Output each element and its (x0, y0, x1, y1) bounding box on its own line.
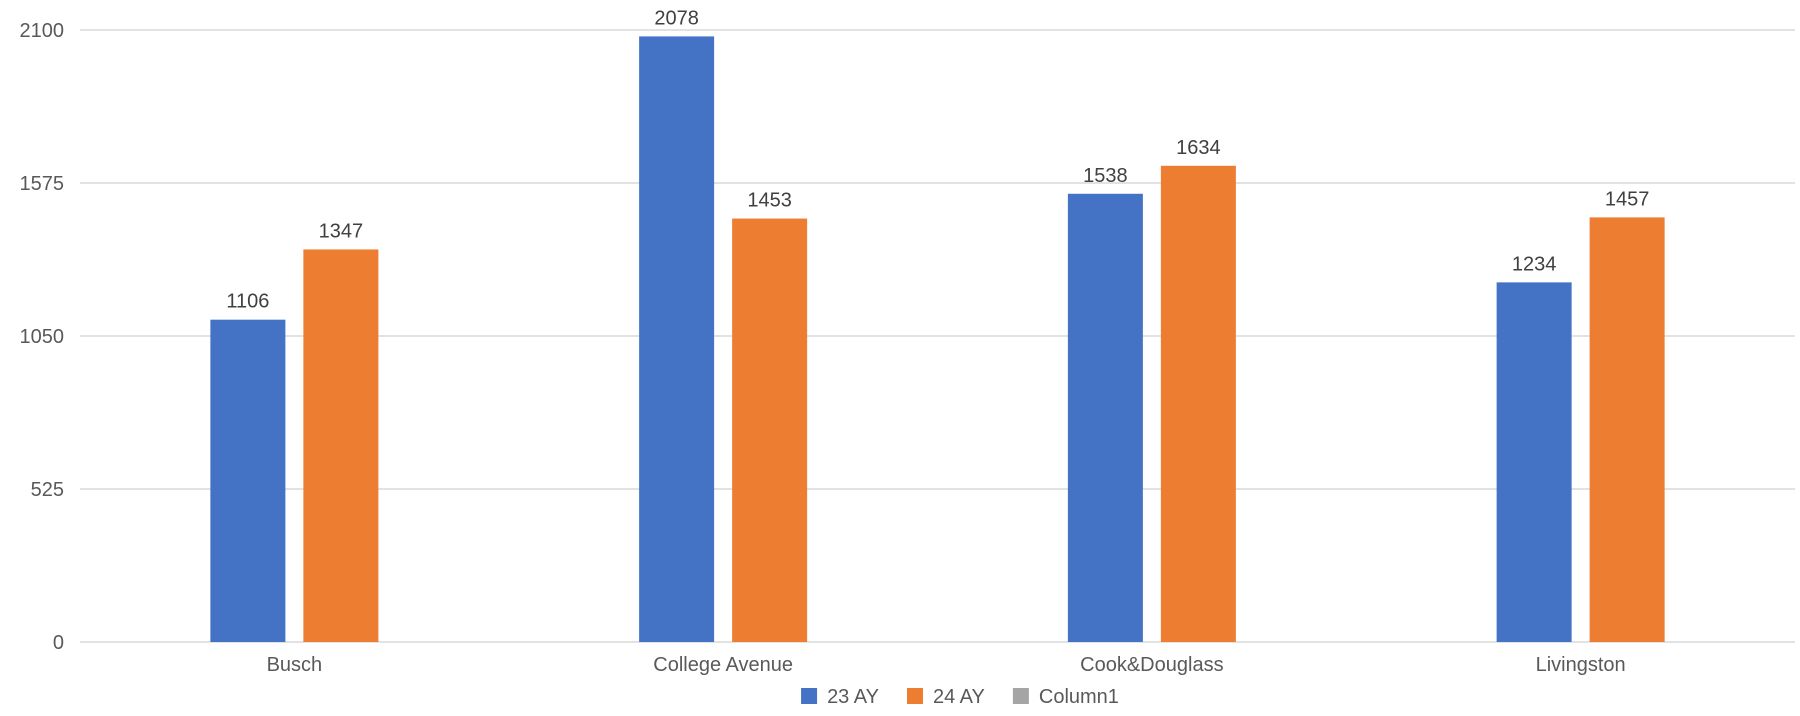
bar-23-ay-livingston (1496, 282, 1572, 642)
x-category-label: Livingston (1536, 654, 1626, 676)
data-label: 1347 (319, 220, 364, 242)
y-tick-label: 0 (53, 632, 64, 654)
legend-item-23-ay: 23 AY (801, 686, 879, 708)
bar-24-ay-busch (303, 249, 379, 642)
data-labels: 1106 1347 2078 1453 1538 1634 1234 1457 (226, 7, 1649, 312)
y-tick-label: 1050 (20, 326, 65, 348)
y-axis-ticks: 0 525 1050 1575 2100 (20, 20, 65, 654)
data-label: 2078 (654, 7, 699, 29)
data-label: 1234 (1512, 253, 1557, 275)
bar-23-ay-college-avenue (639, 36, 715, 642)
legend-label: 23 AY (827, 686, 879, 708)
bar-23-ay-busch (210, 319, 286, 642)
legend-swatch (906, 688, 923, 704)
y-tick-label: 525 (31, 479, 64, 501)
legend-label: 24 AY (933, 686, 985, 708)
legend-swatch (1012, 688, 1029, 704)
data-label: 1538 (1083, 165, 1128, 187)
bar-24-ay-livingston (1589, 217, 1665, 643)
legend-item-column1: Column1 (1012, 686, 1119, 708)
x-axis-categories: Busch College Avenue Cook&Douglass Livingst… (267, 654, 1626, 676)
bar-24-ay-cook-douglass (1160, 165, 1236, 642)
x-category-label: College Avenue (653, 654, 793, 676)
data-label: 1634 (1176, 137, 1221, 159)
data-label: 1453 (747, 190, 792, 212)
x-category-label: Cook&Douglass (1080, 654, 1223, 676)
data-label: 1106 (226, 291, 269, 313)
y-tick-label: 2100 (20, 20, 65, 42)
bar-23-ay-cook-douglass (1067, 193, 1143, 643)
bars (210, 36, 1665, 643)
legend-label: Column1 (1039, 686, 1119, 708)
x-category-label: Busch (267, 654, 323, 676)
bar-24-ay-college-avenue (732, 218, 808, 642)
y-tick-label: 1575 (20, 173, 65, 195)
legend-swatch (801, 688, 818, 704)
legend-item-24-ay: 24 AY (906, 686, 985, 708)
legend: 23 AY 24 AY Column1 (801, 686, 1119, 708)
data-label: 1457 (1605, 188, 1650, 210)
